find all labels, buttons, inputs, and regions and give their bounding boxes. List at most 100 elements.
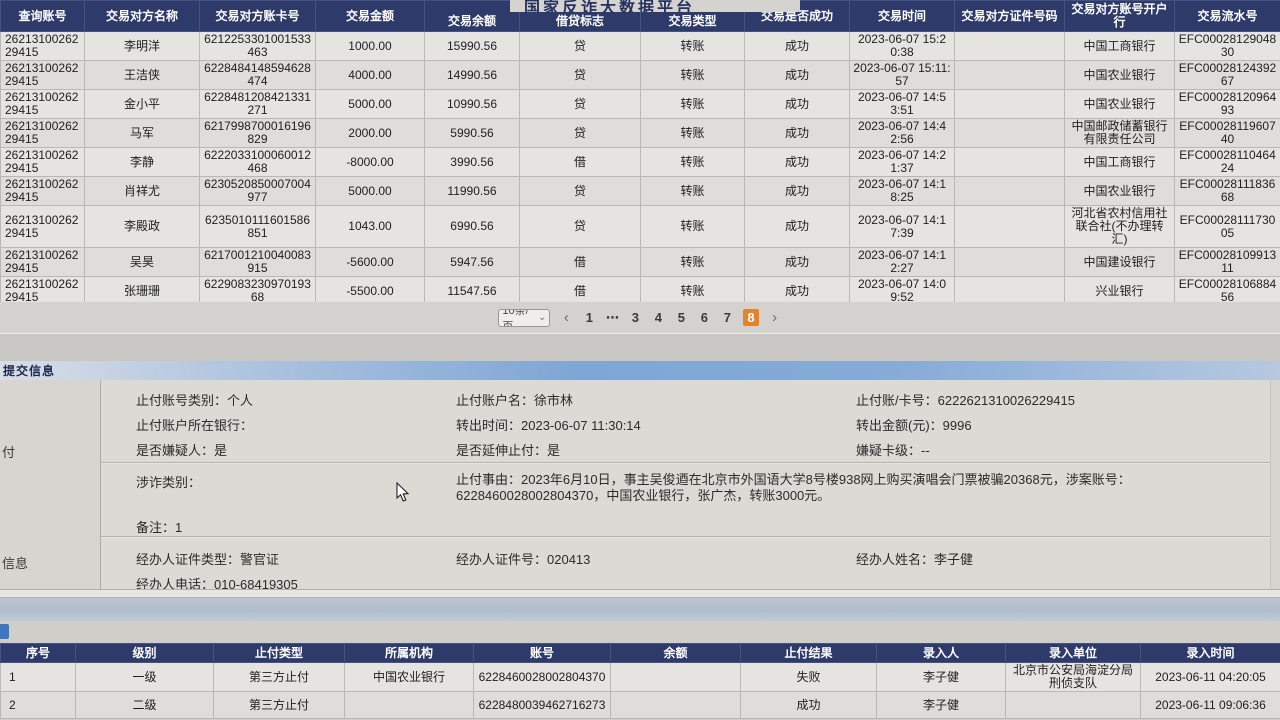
field-account-name: 止付账户名：徐市林	[456, 393, 574, 408]
cell-debit-credit-flag: 贷	[519, 31, 641, 61]
pagination-page-7[interactable]: 7	[723, 310, 731, 325]
transaction-row[interactable]: 2621310026229415 王洁侠 6228484148594628474…	[0, 60, 1280, 90]
pagination-page-1[interactable]: 1	[585, 310, 593, 325]
transaction-row[interactable]: 2621310026229415 李殿政 6235010111601586851…	[0, 205, 1280, 248]
pagination-next-button[interactable]: ›	[772, 309, 778, 326]
cell-counterparty-bank: 中国农业银行	[1064, 60, 1175, 90]
record-row[interactable]: 1 一级 第三方止付 中国农业银行 6228460028002804370 失败…	[0, 662, 1280, 692]
cell-amount: -5600.00	[315, 247, 425, 277]
cell-counterparty-name: 李静	[84, 147, 200, 177]
cell-transaction-time: 2023-06-07 14:17:39	[849, 205, 955, 248]
cell-counterparty-name: 马军	[84, 118, 200, 148]
cell-counterparty-card: 6230520850007004977	[199, 176, 316, 206]
transaction-row[interactable]: 2621310026229415 李明洋 6212253301001533463…	[0, 31, 1280, 61]
cell-transaction-time: 2023-06-07 14:21:37	[849, 147, 955, 177]
cell-flow-number: EFC0002812439267	[1174, 60, 1280, 90]
cell-level: 二级	[75, 691, 214, 719]
cell-amount: 5000.00	[315, 89, 425, 119]
cell-balance	[610, 662, 741, 692]
cell-flow-number: EFC0002811173005	[1174, 205, 1280, 248]
cell-counterparty-id	[954, 89, 1065, 119]
cell-counterparty-id	[954, 147, 1065, 177]
cell-success-flag: 成功	[744, 205, 850, 248]
transaction-row[interactable]: 2621310026229415 张珊珊 622908323097019368 …	[0, 276, 1280, 306]
transaction-row[interactable]: 2621310026229415 马军 6217998700016196829 …	[0, 118, 1280, 148]
submit-info-panel: 付 信息 止付账号类别：个人 止付账户名：徐市林 止付账/卡号：62226213…	[0, 380, 1280, 592]
column-header: 账号	[473, 643, 611, 663]
field-operator-cert-no: 经办人证件号：020413	[456, 552, 591, 567]
cell-transaction-time: 2023-06-07 15:11:57	[849, 60, 955, 90]
cell-success-flag: 成功	[744, 89, 850, 119]
window-gap-band	[0, 333, 1280, 361]
field-is-suspect: 是否嫌疑人：是	[136, 443, 228, 458]
cell-debit-credit-flag: 贷	[519, 60, 641, 90]
column-header: 序号	[0, 643, 76, 663]
cell-amount: 4000.00	[315, 60, 425, 90]
field-transfer-time: 转出时间：2023-06-07 11:30:14	[456, 418, 641, 433]
cell-query-account: 2621310026229415	[0, 276, 85, 306]
cell-success-flag: 成功	[744, 147, 850, 177]
column-header: 止付结果	[740, 643, 877, 663]
cell-query-account: 2621310026229415	[0, 247, 85, 277]
gutter-label-clipped-2: 信息	[2, 556, 29, 571]
gutter-label-clipped-1: 付	[2, 445, 16, 460]
pagination-active-page[interactable]: 8	[743, 309, 759, 326]
cell-balance: 6990.56	[424, 205, 520, 248]
column-header: 所属机构	[344, 643, 474, 663]
cell-transaction-time: 2023-06-07 14:53:51	[849, 89, 955, 119]
submit-info-form: 止付账号类别：个人 止付账户名：徐市林 止付账/卡号：6222621310026…	[100, 380, 1271, 592]
pagination-page-5[interactable]: 5	[677, 310, 685, 325]
cell-query-account: 2621310026229415	[0, 147, 85, 177]
record-row[interactable]: 2 二级 第三方止付 6228480039462716273 成功 李子健 20…	[0, 691, 1280, 719]
cell-counterparty-name: 王洁侠	[84, 60, 200, 90]
page-size-select[interactable]: 10条/页 ⌄	[498, 308, 551, 327]
cell-amount: 2000.00	[315, 118, 425, 148]
column-header: 交易时间	[849, 0, 955, 32]
cell-counterparty-card: 6217001210040083915	[199, 247, 316, 277]
cell-counterparty-id	[954, 60, 1065, 90]
cell-debit-credit-flag: 借	[519, 247, 641, 277]
cell-counterparty-name: 李殿政	[84, 205, 200, 248]
clipped-blue-fragment	[0, 624, 9, 639]
column-header: 录入时间	[1140, 643, 1280, 663]
cell-counterparty-bank: 中国工商银行	[1064, 147, 1175, 177]
cell-transaction-type: 转账	[640, 89, 745, 119]
field-extend-stop: 是否延伸止付：是	[456, 443, 561, 458]
cell-counterparty-name: 吴昊	[84, 247, 200, 277]
form-divider	[101, 536, 1270, 538]
platform-title: 国家反诈大数据平台	[524, 0, 696, 12]
transaction-row[interactable]: 2621310026229415 肖祥尤 6230520850007004977…	[0, 176, 1280, 206]
stop-payment-table-section: 序号 级别 止付类型 所属机构 账号 余额 止付结果 录入人 录入单位 录入时间 1 一级 第三方…	[0, 643, 1280, 719]
transaction-row[interactable]: 2621310026229415 金小平 6228481208421331271…	[0, 89, 1280, 119]
transaction-row[interactable]: 2621310026229415 李静 6222033100060012468 …	[0, 147, 1280, 177]
transaction-row[interactable]: 2621310026229415 吴昊 6217001210040083915 …	[0, 247, 1280, 277]
transactions-table-section: 查询账号 交易对方名称 交易对方账卡号 交易金额 交易余额 借贷标志 交易类型 交易是否成功交…	[0, 0, 1280, 335]
cell-flow-number: EFC0002811046424	[1174, 147, 1280, 177]
field-stop-reason: 止付事由：2023年6月10日，事主吴俊逎在北京市外国语大学8号楼938网上购买…	[456, 472, 1131, 503]
column-header: 余额	[610, 643, 741, 663]
cell-counterparty-bank: 中国农业银行	[1064, 176, 1175, 206]
cell-counterparty-name: 张珊珊	[84, 276, 200, 306]
cell-flow-number: EFC0002812904830	[1174, 31, 1280, 61]
transactions-table: 查询账号 交易对方名称 交易对方账卡号 交易金额 交易余额 借贷标志 交易类型 交易是否成功交…	[0, 0, 1280, 335]
cell-flow-number: EFC0002810991311	[1174, 247, 1280, 277]
cell-counterparty-id	[954, 247, 1065, 277]
pagination-ellipsis[interactable]: ⋯	[605, 309, 619, 325]
pagination-page-3[interactable]: 3	[631, 310, 639, 325]
cell-stop-type: 第三方止付	[213, 691, 345, 719]
cell-counterparty-id	[954, 118, 1065, 148]
cell-amount: 5000.00	[315, 176, 425, 206]
pagination: 10条/页 ⌄ ‹ 1 ⋯ 3 4 5 6 7 8 ›	[0, 302, 1280, 333]
column-header: 交易对方名称	[84, 0, 200, 32]
pagination-prev-button[interactable]: ‹	[563, 309, 569, 326]
cell-counterparty-bank: 河北省农村信用社联合社(不办理转汇)	[1064, 205, 1175, 248]
pagination-page-4[interactable]: 4	[654, 310, 662, 325]
window-band	[0, 598, 1280, 621]
divider-strip	[0, 589, 1280, 598]
cell-counterparty-name: 金小平	[84, 89, 200, 119]
cell-stop-result: 失败	[740, 662, 877, 692]
cell-query-account: 2621310026229415	[0, 89, 85, 119]
cell-counterparty-bank: 兴业银行	[1064, 276, 1175, 306]
field-suspect-card-level: 嫌疑卡级：--	[856, 443, 930, 458]
pagination-page-6[interactable]: 6	[700, 310, 708, 325]
